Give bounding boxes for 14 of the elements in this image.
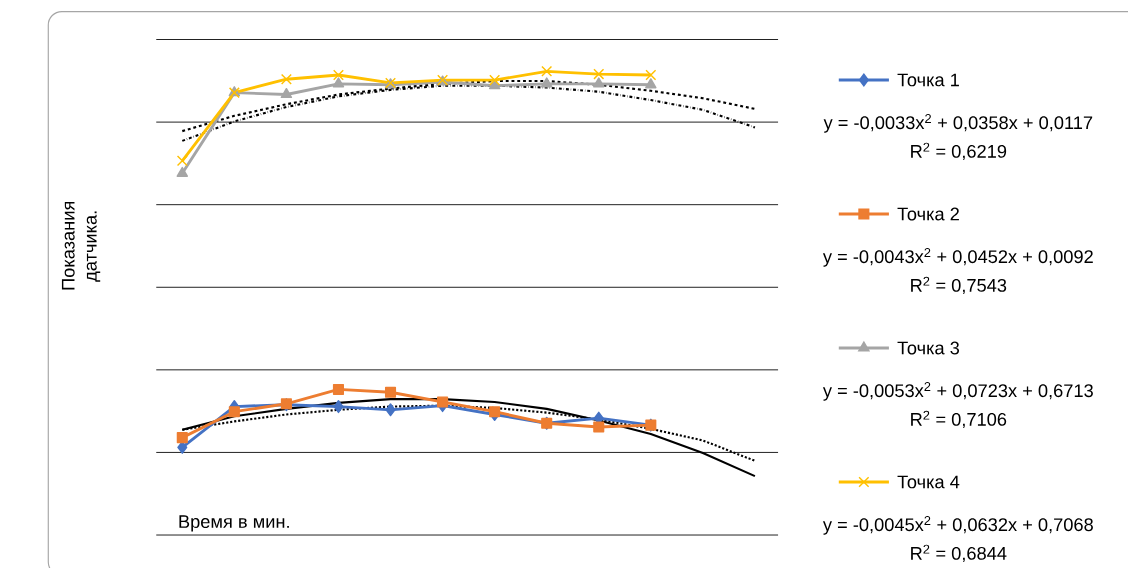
text: y = -0,0043x$^{2}$ + 0,0452x + 0,0092 bbox=[822, 247, 1093, 267]
text: R$^{2}$ = 0,6219 bbox=[911, 142, 1007, 160]
text: R$^{2}$ = 0,7543 bbox=[911, 276, 1007, 294]
legend-label: Точка 3 bbox=[897, 341, 960, 355]
text: y = -0,0033x$^{2}$ + 0,0358x + 0,0117 bbox=[823, 113, 1093, 133]
legend-label: Точка 4 bbox=[897, 475, 960, 489]
legend-label: Точка 2 bbox=[897, 207, 959, 221]
x-axis-title: Время в мин. bbox=[179, 515, 289, 532]
text: R$^{2}$ = 0,6844 bbox=[911, 544, 1007, 562]
text: y = -0,0045x$^{2}$ + 0,0632x + 0,7068 bbox=[822, 515, 1093, 535]
text: y = -0,0053x$^{2}$ + 0,0723x + 0,6713 bbox=[822, 381, 1093, 401]
text: R$^{2}$ = 0,7106 bbox=[911, 410, 1007, 428]
y-axis-title: Показания датчика. bbox=[61, 201, 101, 290]
legend-label: Точка 1 bbox=[897, 73, 959, 87]
